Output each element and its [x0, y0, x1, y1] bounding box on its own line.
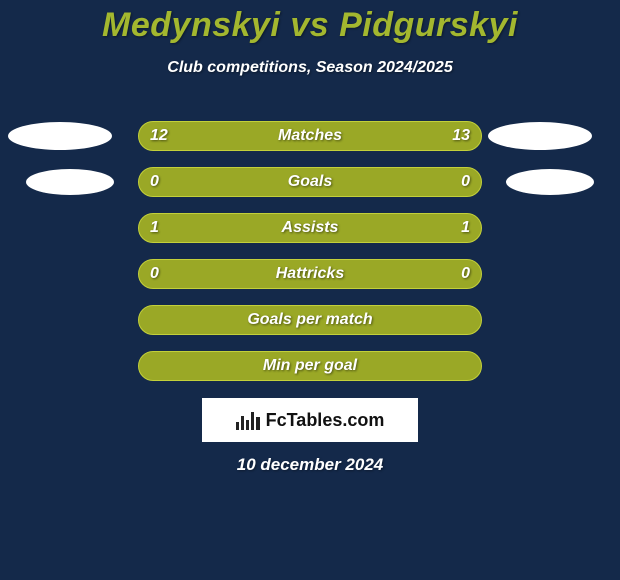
stat-pill: [138, 167, 482, 197]
title-player-left: Medynskyi: [102, 6, 280, 44]
stat-value-right: 0: [461, 259, 470, 289]
stat-row: Goals per match: [0, 297, 620, 343]
player-oval-left: [8, 122, 112, 150]
title-player-right: Pidgurskyi: [339, 6, 518, 44]
player-oval-right: [506, 169, 594, 195]
stat-row: Hattricks00: [0, 251, 620, 297]
page-title: Medynskyi vs Pidgurskyi: [0, 0, 620, 45]
player-oval-left: [26, 169, 114, 195]
stat-row: Assists11: [0, 205, 620, 251]
player-oval-right: [488, 122, 592, 150]
stat-pill: [138, 351, 482, 381]
stat-row: Matches1213: [0, 113, 620, 159]
stat-value-right: 13: [452, 121, 470, 151]
source-logo: FcTables.com: [202, 398, 418, 442]
stat-row: Goals00: [0, 159, 620, 205]
logo-text: FcTables.com: [266, 410, 385, 431]
stat-pill: [138, 305, 482, 335]
stat-pill: [138, 121, 482, 151]
subtitle: Club competitions, Season 2024/2025: [0, 59, 620, 77]
stat-pill: [138, 213, 482, 243]
comparison-card: Medynskyi vs Pidgurskyi Club competition…: [0, 0, 620, 580]
title-vs: vs: [280, 6, 339, 44]
stat-value-right: 0: [461, 167, 470, 197]
stat-value-left: 0: [150, 167, 159, 197]
stat-value-left: 0: [150, 259, 159, 289]
stats-rows: Matches1213Goals00Assists11Hattricks00Go…: [0, 113, 620, 389]
stat-value-left: 1: [150, 213, 159, 243]
date-label: 10 december 2024: [0, 455, 620, 475]
stat-row: Min per goal: [0, 343, 620, 389]
stat-value-right: 1: [461, 213, 470, 243]
stat-value-left: 12: [150, 121, 168, 151]
stat-pill: [138, 259, 482, 289]
barchart-icon: [236, 410, 260, 430]
